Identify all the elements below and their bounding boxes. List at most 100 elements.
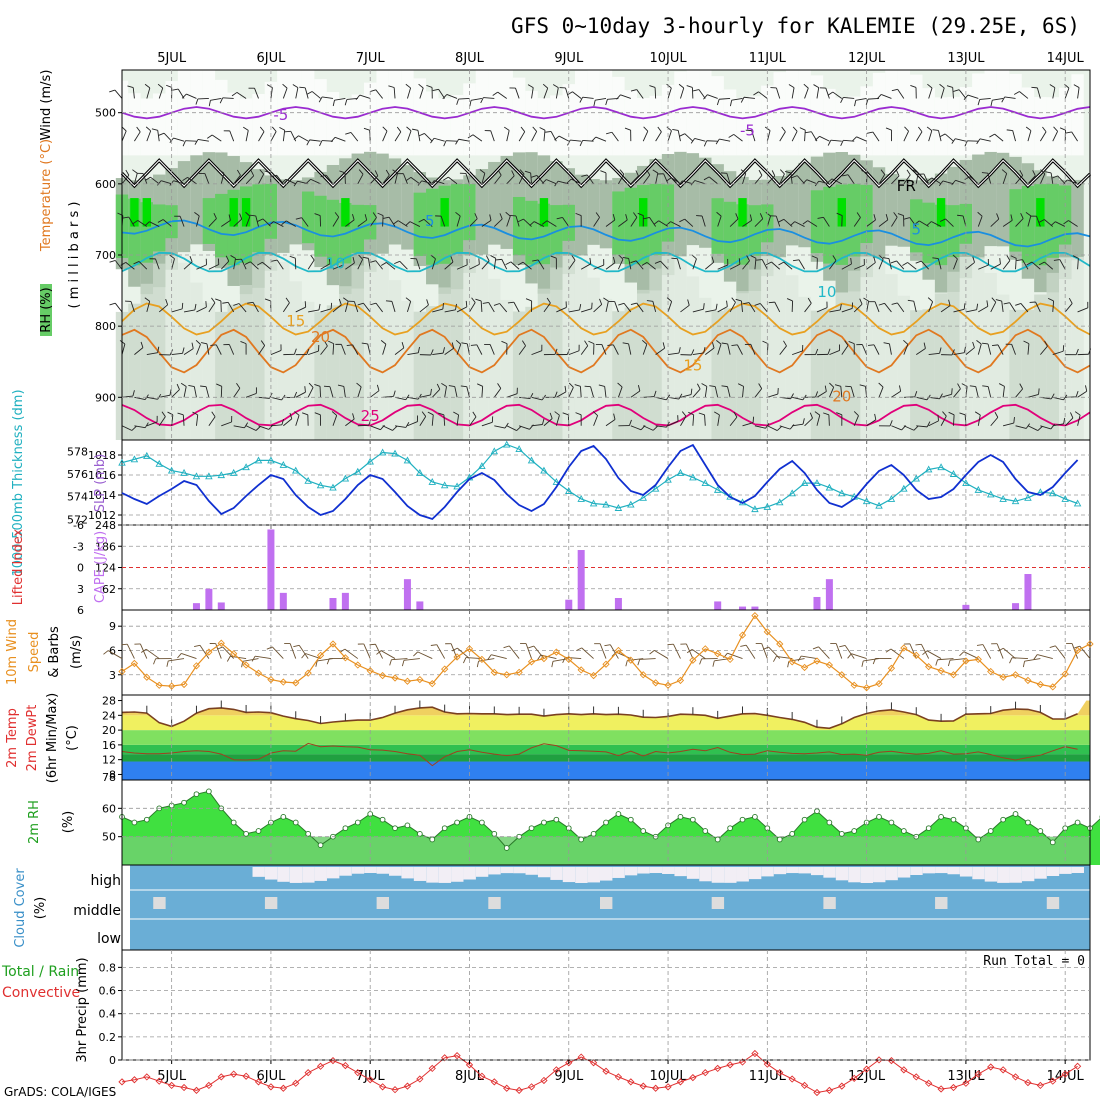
wind-barb <box>705 309 717 313</box>
wind-barb <box>227 302 235 313</box>
wind-barb <box>568 387 574 398</box>
lifted-index-point <box>453 1052 461 1060</box>
wind-barb <box>923 173 930 185</box>
thickness-point <box>701 479 710 487</box>
wind-barb-flag <box>641 339 648 345</box>
wind-barb <box>794 221 805 227</box>
thickness-point <box>242 463 250 471</box>
rh-lower-cell <box>910 310 923 440</box>
rh2m-point <box>987 828 994 834</box>
rh-lower-cell <box>872 257 886 440</box>
isotherm-label: 10 <box>326 255 345 273</box>
y-tick-label: 1014 <box>88 489 116 502</box>
wind-barb <box>1002 220 1013 227</box>
wind-barb <box>861 344 868 355</box>
wind-barb-flag <box>891 302 898 305</box>
wind-barb-flag <box>815 348 819 355</box>
rh2m-point <box>292 819 299 826</box>
wind-speed-point <box>701 645 709 653</box>
cloud-high-cell <box>1009 867 1022 883</box>
cloud-high-cell <box>935 867 948 874</box>
wind-speed-point <box>738 631 747 639</box>
wind-barb-flag <box>546 297 551 304</box>
wind-barb-flag <box>405 422 410 428</box>
lifted-index-point <box>304 1069 312 1077</box>
rh-lower-cell <box>1058 257 1072 440</box>
wind-speed-point <box>589 671 598 680</box>
wind-barb <box>691 649 706 659</box>
wind-speed-point <box>565 655 573 664</box>
date-label-top: 7JUL <box>356 51 386 66</box>
wind-barb <box>432 352 444 356</box>
slp-line <box>121 443 1079 521</box>
wind-barb-flag <box>603 297 609 302</box>
wind-barb <box>670 221 681 227</box>
wind-barb-flag <box>1073 645 1080 649</box>
wind-barb-flag <box>953 89 960 92</box>
rh-lower-cell <box>972 257 985 440</box>
wind-barb <box>628 258 632 270</box>
rh-lower-cell <box>1034 294 1047 440</box>
run-total-label: Run Total = 0 <box>983 954 1085 969</box>
wind-barb <box>146 301 151 313</box>
wind-barb-flag <box>352 257 355 264</box>
wind-barb <box>254 88 259 99</box>
rh-humid-cell <box>153 204 166 252</box>
rh-moist-cell <box>785 169 799 246</box>
wind-barb-flag <box>932 257 939 260</box>
rh-dry-cell <box>748 96 762 156</box>
wind-barb <box>481 421 493 427</box>
wind-barb-flag <box>731 297 736 303</box>
wind-barb <box>609 644 619 659</box>
wind-barb <box>444 386 447 398</box>
wind-speed-point <box>1061 670 1069 678</box>
wind-barb-flag <box>453 411 459 416</box>
wind-barb-flag <box>939 393 943 400</box>
wind-speed-point <box>180 680 188 689</box>
wind-barb <box>456 344 462 355</box>
lifted-index-point <box>937 1085 945 1093</box>
wind-barb <box>953 352 965 356</box>
wind-barb-flag <box>701 383 708 387</box>
cloud-high-cell <box>810 867 824 876</box>
wind-barb-flag <box>211 297 216 303</box>
wind-barb <box>469 302 476 313</box>
wind-barb-flag <box>306 91 313 95</box>
lifted-index-point <box>130 1076 139 1084</box>
rh2m-point <box>975 836 982 843</box>
wind-barb-flag <box>848 341 855 345</box>
wind-barb-flag <box>517 218 524 223</box>
wind-barb-flag <box>927 83 933 89</box>
lifted-index-point <box>490 1078 498 1086</box>
cloud-high-cell <box>786 867 799 874</box>
wind-barb <box>717 264 728 270</box>
wind-barb-flag <box>230 254 236 259</box>
li-tick-label: -6 <box>73 519 84 532</box>
cloud-high-cell <box>1046 867 1060 877</box>
wind-barb-flag <box>653 220 659 225</box>
wind-barb-flag <box>456 98 459 105</box>
wind-barb <box>204 173 210 185</box>
wind-barb-flag <box>995 299 1002 302</box>
wind-barb <box>402 173 408 185</box>
wind-barb <box>233 258 236 270</box>
rh-lower-cell <box>612 311 625 440</box>
thickness-point <box>912 474 921 482</box>
wind-barb <box>345 418 355 427</box>
wind-barb-flag <box>284 130 291 133</box>
wind-barb <box>132 87 135 99</box>
date-label-top: 12JUL <box>848 51 886 66</box>
rh-moist-cell <box>376 153 389 254</box>
wind-barb-flag <box>361 342 368 345</box>
rh-moist-cell <box>798 162 811 248</box>
wind-barb-flag <box>542 418 545 425</box>
thickness-point <box>689 473 697 481</box>
wind-barb <box>1055 221 1066 227</box>
thickness-point <box>118 458 126 466</box>
wind-barb-flag <box>712 342 715 349</box>
wind-barb-flag <box>789 221 796 226</box>
wind-barb-flag <box>666 83 672 89</box>
rh2m-point <box>727 825 733 832</box>
wind-barb <box>804 417 813 427</box>
